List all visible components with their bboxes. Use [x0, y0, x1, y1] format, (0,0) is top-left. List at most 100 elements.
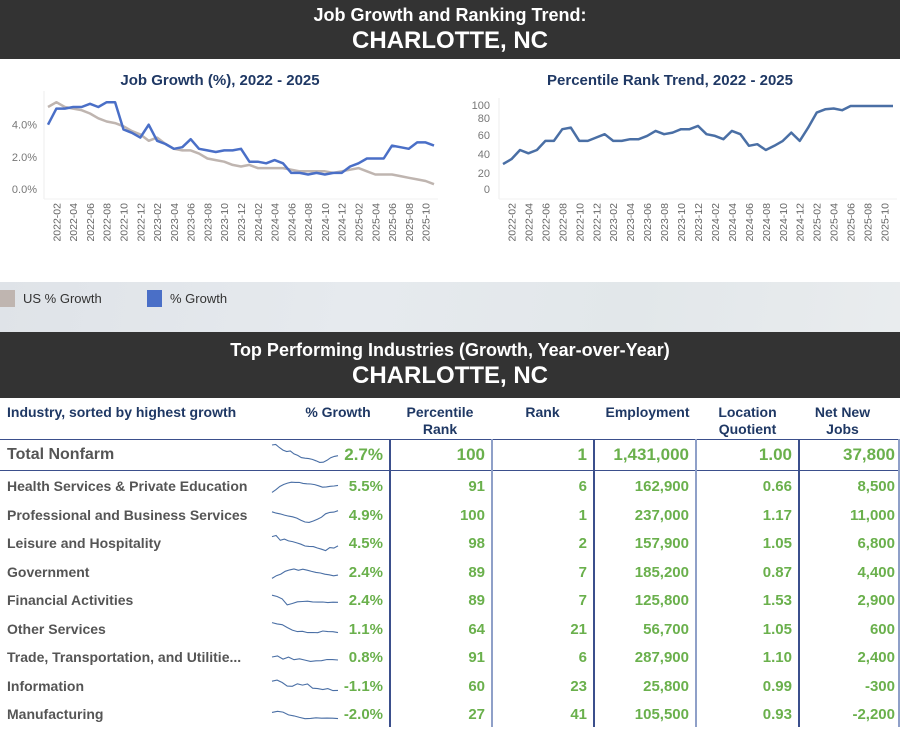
legend-label: % Growth	[170, 291, 228, 306]
svg-text:0: 0	[484, 184, 490, 196]
svg-text:2024-08: 2024-08	[761, 203, 773, 242]
legend-swatch-us-growth-icon	[0, 290, 15, 307]
industry-name: Total Nonfarm	[7, 446, 115, 463]
sparkline-chart	[271, 594, 339, 606]
table-row[interactable]: Health Services & Private Education 5.5% 9…	[0, 476, 900, 502]
table-row[interactable]: Manufacturing -2.0% 27 41 105,500 0.93 -2,200	[0, 704, 900, 730]
header-line: Jobs	[826, 421, 859, 437]
table-row[interactable]: Other Services 1.1% 64 21 56,700 1.05 600	[0, 619, 900, 645]
employment-value: 185,200	[634, 564, 689, 581]
svg-text:2023-10: 2023-10	[219, 203, 231, 242]
table-row[interactable]: Leisure and Hospitality 4.5% 98 2 157,900 1.0…	[0, 533, 900, 559]
table-row[interactable]: Trade, Transportation, and Utilitie... 0.…	[0, 647, 900, 673]
percentile-rank-value: 64	[468, 621, 485, 638]
industry-name: Trade, Transportation, and Utilitie...	[7, 649, 242, 665]
header-line: Net New	[814, 404, 871, 420]
charts-area: Job Growth (%), 2022 - 2025 0.0% 2.0% 4.0%…	[0, 61, 900, 282]
svg-text:2022-04: 2022-04	[68, 203, 80, 242]
net-new-jobs-value: -300	[864, 678, 895, 695]
svg-text:2.0%: 2.0%	[12, 152, 37, 164]
percentile-rank-value: 91	[468, 478, 485, 495]
svg-text:2025-04: 2025-04	[370, 203, 382, 242]
column-header-percentile-rank[interactable]: Percentile Rank	[395, 404, 485, 438]
svg-text:0.0%: 0.0%	[12, 184, 37, 196]
svg-text:2024-02: 2024-02	[253, 203, 265, 242]
column-header-rank[interactable]: Rank	[525, 404, 560, 420]
percentile-rank-value: 98	[468, 535, 485, 552]
employment-value: 105,500	[634, 706, 689, 723]
rank-value: 23	[570, 678, 587, 695]
svg-text:2023-04: 2023-04	[625, 203, 637, 242]
sparkline-chart	[271, 534, 339, 552]
svg-text:2025-10: 2025-10	[421, 203, 433, 242]
sparkline-chart	[271, 568, 339, 579]
growth-value: 4.5%	[348, 535, 383, 552]
sparkline-chart	[271, 710, 339, 720]
employment-value: 237,000	[634, 507, 689, 524]
location-quotient-value: 0.87	[762, 564, 792, 581]
svg-text:2024-12: 2024-12	[795, 203, 807, 242]
employment-value: 25,800	[643, 678, 689, 695]
svg-text:2025-08: 2025-08	[863, 203, 875, 242]
svg-text:2024-12: 2024-12	[337, 203, 349, 242]
employment-value: 287,900	[634, 649, 689, 666]
column-header-employment[interactable]: Employment	[605, 404, 690, 420]
percentile-rank-value: 89	[468, 564, 485, 581]
svg-text:2023-08: 2023-08	[202, 203, 214, 242]
svg-text:2024-04: 2024-04	[270, 203, 282, 242]
svg-text:2025-04: 2025-04	[829, 203, 841, 242]
table-row-total[interactable]: Total Nonfarm 2.7% 100 1 1,431,000 1.00 …	[0, 442, 900, 470]
table-row[interactable]: Government 2.4% 89 7 185,200 0.87 4,400	[0, 562, 900, 588]
growth-value: 2.4%	[348, 592, 383, 609]
svg-text:2024-10: 2024-10	[778, 203, 790, 242]
sparkline-chart	[271, 510, 339, 523]
percentile-rank-value: 60	[468, 678, 485, 695]
svg-text:40: 40	[478, 149, 490, 161]
svg-text:4.0%: 4.0%	[12, 120, 37, 132]
column-header-location-quotient[interactable]: Location Quotient	[705, 404, 790, 438]
percentile-rank-value: 100	[459, 507, 485, 524]
svg-text:2022-08: 2022-08	[102, 203, 114, 242]
table-row[interactable]: Information -1.1% 60 23 25,800 0.99 -300	[0, 676, 900, 702]
svg-text:2025-02: 2025-02	[353, 203, 365, 242]
svg-text:2025-10: 2025-10	[880, 203, 892, 242]
header-banner: Job Growth and Ranking Trend: CHARLOTTE,…	[0, 0, 900, 59]
column-header-net-new-jobs[interactable]: Net New Jobs	[805, 404, 880, 438]
location-quotient-value: 1.00	[758, 445, 792, 464]
svg-text:2023-06: 2023-06	[186, 203, 198, 242]
svg-text:2024-10: 2024-10	[320, 203, 332, 242]
section-banner: Top Performing Industries (Growth, Year-…	[0, 332, 900, 398]
svg-text:2022-06: 2022-06	[540, 203, 552, 242]
svg-text:2025-08: 2025-08	[404, 203, 416, 242]
legend-item-us-growth: US % Growth	[0, 290, 102, 307]
growth-value: 2.7%	[344, 445, 383, 464]
table-row[interactable]: Financial Activities 2.4% 89 7 125,800 1.53 2,…	[0, 590, 900, 616]
growth-value: 5.5%	[348, 478, 383, 495]
location-quotient-value: 0.93	[762, 706, 792, 723]
header-line: Percentile	[406, 404, 474, 420]
employment-value: 1,431,000	[613, 445, 689, 464]
rank-value: 1	[577, 445, 587, 464]
job-growth-chart: 0.0% 2.0% 4.0% 2022-02 2022-04 2022-06 2022-08…	[12, 91, 438, 242]
percentile-rank-value: 100	[456, 445, 485, 464]
legend-label: US % Growth	[23, 291, 102, 306]
table-row[interactable]: Professional and Business Services 4.9% 10…	[0, 505, 900, 531]
svg-text:2023-04: 2023-04	[169, 203, 181, 242]
svg-text:2022-06: 2022-06	[85, 203, 97, 242]
location-quotient-value: 1.53	[762, 592, 792, 609]
column-header-growth[interactable]: % Growth	[305, 404, 371, 420]
divider	[389, 439, 391, 727]
growth-value: -1.1%	[343, 678, 383, 695]
svg-text:2023-10: 2023-10	[676, 203, 688, 242]
employment-value: 157,900	[634, 535, 689, 552]
svg-text:2023-02: 2023-02	[152, 203, 164, 242]
column-header-industry[interactable]: Industry, sorted by highest growth	[7, 404, 237, 420]
sparkline-chart	[271, 481, 339, 493]
divider	[0, 470, 900, 471]
location-quotient-value: 1.10	[762, 649, 792, 666]
net-new-jobs-value: 4,400	[857, 564, 895, 581]
svg-text:2022-02: 2022-02	[506, 203, 518, 242]
svg-text:2022-08: 2022-08	[557, 203, 569, 242]
svg-text:2022-12: 2022-12	[591, 203, 603, 242]
header-location: CHARLOTTE, NC	[352, 27, 548, 54]
